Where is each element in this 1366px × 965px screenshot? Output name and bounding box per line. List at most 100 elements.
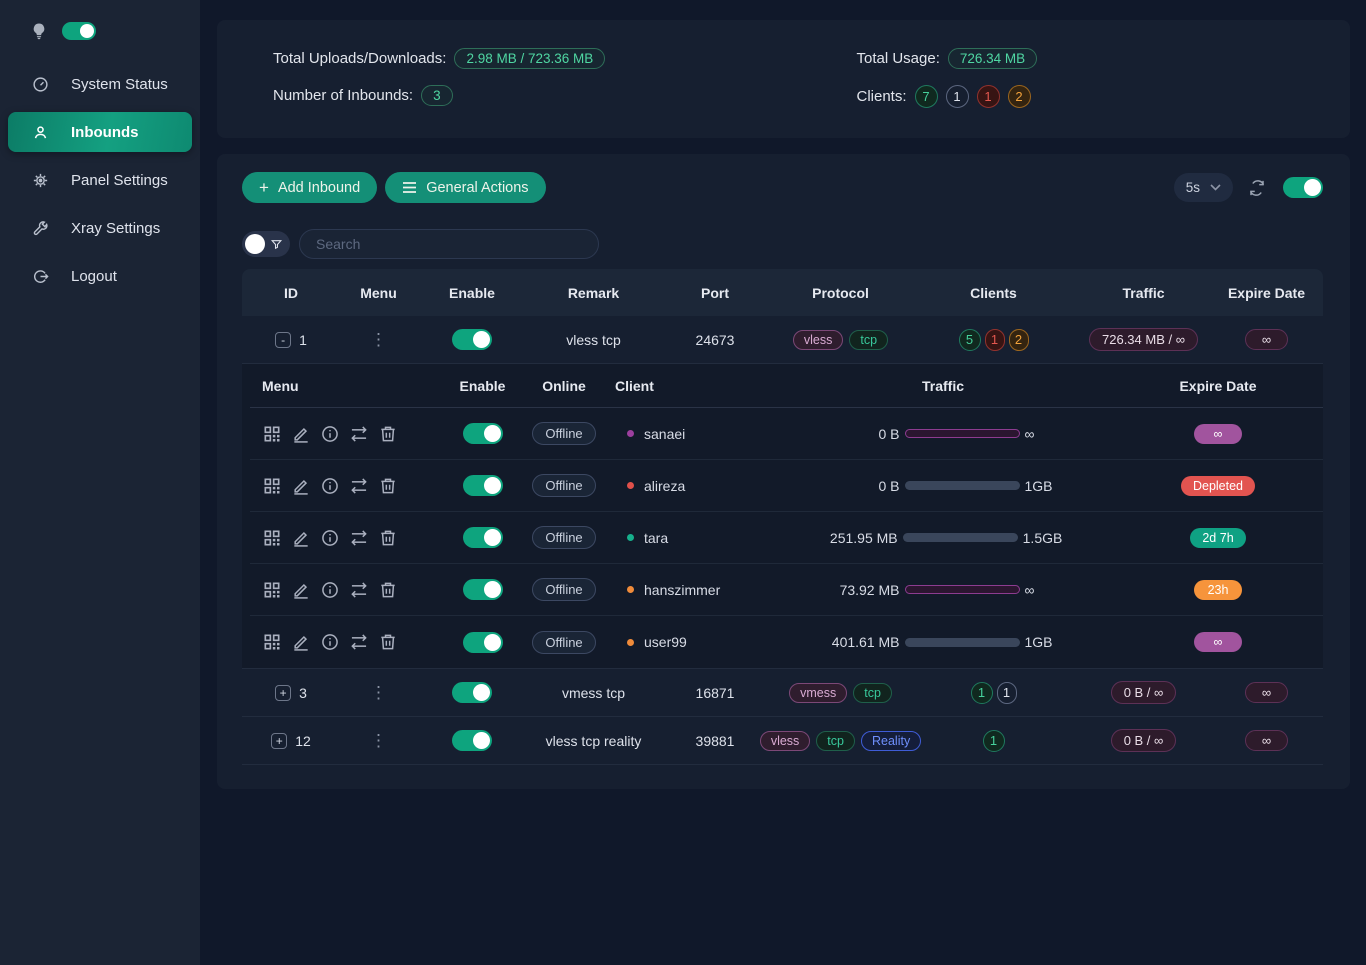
- edit-icon[interactable]: [291, 580, 311, 600]
- general-actions-button[interactable]: General Actions: [385, 172, 546, 203]
- sidebar-item-label: Xray Settings: [71, 219, 161, 237]
- stat-label: Clients:: [856, 88, 907, 105]
- sub-col-enable: Enable: [459, 377, 506, 394]
- search-row: [242, 229, 1323, 259]
- client-expire-badge: 23h: [1194, 579, 1242, 600]
- sidebar-item-label: Panel Settings: [71, 171, 168, 189]
- stat-label: Total Usage:: [856, 50, 940, 67]
- info-icon[interactable]: [320, 580, 340, 600]
- delete-icon[interactable]: [378, 528, 398, 548]
- client-enable-toggle[interactable]: [462, 475, 503, 496]
- delete-icon[interactable]: [378, 424, 398, 444]
- reset-traffic-icon[interactable]: [349, 476, 369, 496]
- reset-traffic-icon[interactable]: [349, 528, 369, 548]
- info-icon[interactable]: [320, 424, 340, 444]
- collapse-row-button[interactable]: -: [275, 331, 292, 348]
- refresh-interval-select[interactable]: 5s: [1173, 173, 1233, 202]
- table-row: - 1 ⋮ vless tcp 24673 vless tcp 5 1 2: [242, 316, 1323, 364]
- sidebar-item-xray-settings[interactable]: Xray Settings: [8, 208, 192, 248]
- delete-icon[interactable]: [378, 580, 398, 600]
- client-enable-toggle[interactable]: [462, 631, 503, 653]
- sub-col-online: Online: [542, 377, 586, 394]
- filter-toggle[interactable]: [242, 231, 290, 257]
- sub-col-menu: Menu: [262, 377, 299, 394]
- qrcode-icon[interactable]: [262, 528, 282, 548]
- row-menu-button[interactable]: ⋮: [370, 329, 387, 349]
- reset-traffic-icon[interactable]: [349, 580, 369, 600]
- traffic-bar: 0 B 1GB: [768, 478, 1118, 494]
- toolbar: + Add Inbound General Actions 5s: [242, 172, 1323, 203]
- client-count-badge: 1: [984, 328, 1005, 351]
- plus-icon: +: [259, 178, 269, 197]
- client-row: Offline hanszimmer 73.92 MB ∞ 23h: [250, 564, 1323, 616]
- clients-count-badge: 1: [976, 85, 1000, 108]
- info-icon[interactable]: [320, 476, 340, 496]
- traffic-used: 251.95 MB: [829, 529, 898, 546]
- row-menu-button[interactable]: ⋮: [370, 730, 387, 750]
- expand-row-button[interactable]: +: [275, 684, 292, 701]
- refresh-icon[interactable]: [1248, 179, 1266, 197]
- general-actions-label: General Actions: [426, 179, 529, 196]
- qrcode-icon[interactable]: [262, 580, 282, 600]
- inbound-enable-toggle[interactable]: [452, 329, 492, 350]
- traffic-bar-track: [902, 533, 1018, 542]
- sidebar-item-inbounds[interactable]: Inbounds: [8, 112, 192, 152]
- row-menu-button[interactable]: ⋮: [370, 682, 387, 702]
- col-header-traffic: Traffic: [1122, 284, 1165, 301]
- traffic-bar: 0 B ∞: [768, 426, 1118, 442]
- protocol-badge: tcp: [816, 730, 855, 751]
- sidebar-item-system-status[interactable]: System Status: [8, 64, 192, 104]
- stats-card: Total Uploads/Downloads: 2.98 MB / 723.3…: [217, 20, 1350, 138]
- reset-traffic-icon[interactable]: [349, 424, 369, 444]
- edit-icon[interactable]: [291, 528, 311, 548]
- interval-value: 5s: [1185, 180, 1200, 195]
- info-icon[interactable]: [320, 632, 340, 652]
- online-status-badge: Offline: [532, 526, 596, 549]
- client-row: Offline tara 251.95 MB 1.5GB 2d 7h: [250, 512, 1323, 564]
- stat-label: Total Uploads/Downloads:: [273, 50, 447, 67]
- theme-toggle[interactable]: [62, 22, 96, 40]
- protocol-badge: tcp: [849, 329, 889, 350]
- sidebar-item-panel-settings[interactable]: Panel Settings: [8, 160, 192, 200]
- traffic-used: 401.61 MB: [831, 634, 900, 650]
- col-header-clients: Clients: [970, 284, 1017, 301]
- delete-icon[interactable]: [378, 476, 398, 496]
- client-enable-toggle[interactable]: [462, 527, 503, 548]
- add-inbound-button[interactable]: + Add Inbound: [242, 172, 378, 203]
- qrcode-icon[interactable]: [262, 424, 282, 444]
- inbound-enable-toggle[interactable]: [452, 730, 492, 751]
- client-enable-toggle[interactable]: [462, 423, 503, 444]
- total-usage: Total Usage: 726.34 MB: [857, 48, 1351, 69]
- inbound-id: 12: [295, 732, 311, 749]
- client-count-badge: 1: [982, 729, 1005, 752]
- protocol-badge: vless: [792, 329, 844, 350]
- subtable-header: Menu Enable Online Client Traffic Expire…: [250, 364, 1323, 408]
- inbound-enable-toggle[interactable]: [452, 682, 492, 703]
- traffic-bar: 251.95 MB 1.5GB: [768, 530, 1118, 546]
- edit-icon[interactable]: [291, 632, 311, 652]
- client-enable-toggle[interactable]: [462, 579, 503, 600]
- auto-refresh-toggle[interactable]: [1283, 177, 1323, 198]
- edit-icon[interactable]: [291, 424, 311, 444]
- client-name: sanaei: [644, 425, 686, 442]
- traffic-badge: 0 B / ∞: [1110, 729, 1177, 752]
- sidebar-item-logout[interactable]: Logout: [8, 256, 192, 296]
- col-header-menu: Menu: [360, 284, 397, 301]
- search-input[interactable]: [299, 229, 599, 259]
- reset-traffic-icon[interactable]: [349, 632, 369, 652]
- client-expire-badge: 2d 7h: [1190, 527, 1246, 548]
- qrcode-icon[interactable]: [262, 476, 282, 496]
- expand-row-button[interactable]: +: [271, 732, 288, 749]
- qrcode-icon[interactable]: [262, 632, 282, 652]
- delete-icon[interactable]: [378, 632, 398, 652]
- gear-icon: [32, 172, 49, 189]
- sub-col-expire: Expire Date: [1179, 377, 1257, 394]
- clients-subtable: Menu Enable Online Client Traffic Expire…: [242, 364, 1323, 669]
- client-expire-badge: ∞: [1194, 632, 1242, 652]
- theme-row: [0, 18, 200, 56]
- edit-icon[interactable]: [291, 476, 311, 496]
- inbounds-card: + Add Inbound General Actions 5s: [217, 154, 1350, 789]
- info-icon[interactable]: [320, 528, 340, 548]
- main-content: Total Uploads/Downloads: 2.98 MB / 723.3…: [200, 0, 1366, 965]
